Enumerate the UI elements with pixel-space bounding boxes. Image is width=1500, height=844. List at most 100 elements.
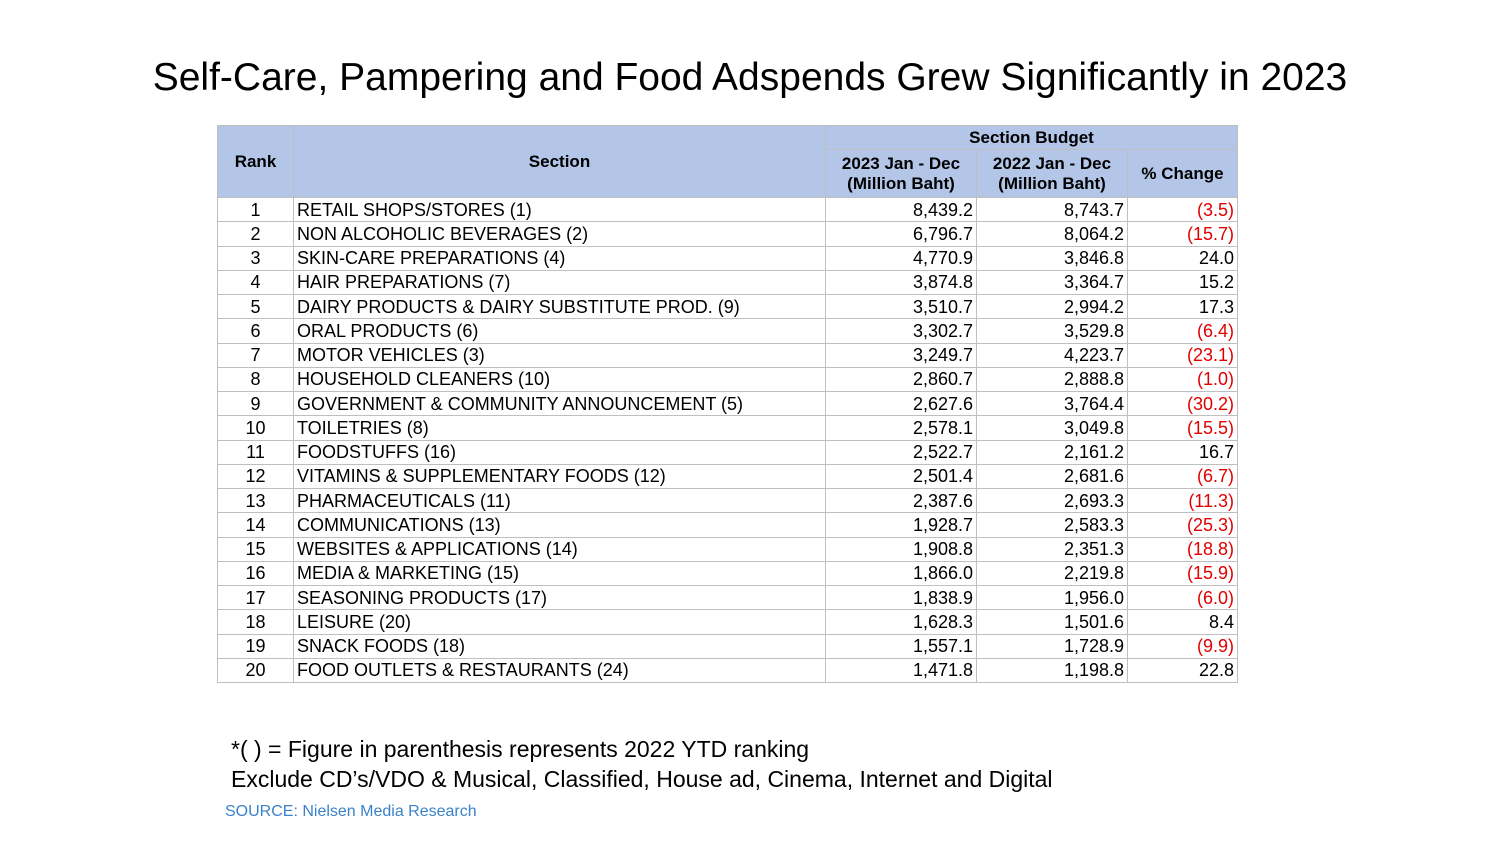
table-cell: SKIN-CARE PREPARATIONS (4) xyxy=(293,245,826,271)
table-cell: 3,249.7 xyxy=(825,342,977,368)
table-cell: 7 xyxy=(217,342,294,368)
header-line: 2022 Jan - Dec xyxy=(992,153,1112,173)
table-cell: 2,501.4 xyxy=(825,463,977,490)
table-cell: 12 xyxy=(217,463,294,490)
table-cell: 4,223.7 xyxy=(976,342,1128,368)
table-cell: 14 xyxy=(217,512,294,538)
table-cell: COMMUNICATIONS (13) xyxy=(293,512,826,538)
table-cell: 1,956.0 xyxy=(976,584,1128,611)
table-cell: TOILETRIES (8) xyxy=(293,415,826,441)
table-cell: 8 xyxy=(217,366,294,393)
table-cell: 2,387.6 xyxy=(825,487,977,514)
table-cell: 3 xyxy=(217,245,294,271)
table-cell: 8,439.2 xyxy=(825,196,977,223)
table-row: 19 SNACK FOODS (18) 1,557.1 1,728.9 (9.9) xyxy=(217,633,1238,659)
table-cell: MOTOR VEHICLES (3) xyxy=(293,342,826,368)
table-cell: 17.3 xyxy=(1127,293,1238,320)
table-row: 6 ORAL PRODUCTS (6) 3,302.7 3,529.8 (6.4) xyxy=(217,318,1238,344)
header-cell: Section xyxy=(293,125,826,198)
table-row: 12 VITAMINS & SUPPLEMENTARY FOODS (12) 2,5… xyxy=(217,463,1238,490)
table-cell: 3,510.7 xyxy=(825,293,977,320)
table-cell: MEDIA & MARKETING (15) xyxy=(293,560,826,587)
table-cell: (1.0) xyxy=(1127,366,1238,393)
table-cell: 2,161.2 xyxy=(976,439,1128,465)
table-cell: 9 xyxy=(217,390,294,417)
table-cell: (15.5) xyxy=(1127,415,1238,441)
table-body: 1 RETAIL SHOPS/STORES (1) 8,439.2 8,743.7 (3… xyxy=(217,196,1238,684)
table-cell: 16.7 xyxy=(1127,439,1238,465)
table-cell: 15 xyxy=(217,536,294,562)
table-cell: 3,874.8 xyxy=(825,269,977,296)
header-line: (Million Baht) xyxy=(998,173,1106,193)
table-row: 10 TOILETRIES (8) 2,578.1 3,049.8 (15.5) xyxy=(217,415,1238,441)
table-row: 20 FOOD OUTLETS & RESTAURANTS (24) 1,471.8… xyxy=(217,657,1238,684)
table-cell: ORAL PRODUCTS (6) xyxy=(293,318,826,344)
footnote: Exclude CD’s/VDO & Musical, Classified, … xyxy=(231,766,1053,792)
table-row: 3 SKIN-CARE PREPARATIONS (4) 4,770.9 3,846.… xyxy=(217,245,1238,271)
table-row: 5 DAIRY PRODUCTS & DAIRY SUBSTITUTE PROD.… xyxy=(217,293,1238,320)
table-cell: 1,866.0 xyxy=(825,560,977,587)
table-cell: (6.0) xyxy=(1127,584,1238,611)
table-cell: (25.3) xyxy=(1127,512,1238,538)
table-cell: 1,471.8 xyxy=(825,657,977,684)
table-cell: RETAIL SHOPS/STORES (1) xyxy=(293,196,826,223)
table-cell: 2,219.8 xyxy=(976,560,1128,587)
table-cell: SNACK FOODS (18) xyxy=(293,633,826,659)
table-cell: PHARMACEUTICALS (11) xyxy=(293,487,826,514)
table-cell: 4 xyxy=(217,269,294,296)
table-cell: 24.0 xyxy=(1127,245,1238,271)
table-cell: 2,994.2 xyxy=(976,293,1128,320)
table-cell: 16 xyxy=(217,560,294,587)
table-cell: (6.7) xyxy=(1127,463,1238,490)
table-cell: 19 xyxy=(217,633,294,659)
table-cell: 2,522.7 xyxy=(825,439,977,465)
table-cell: NON ALCOHOLIC BEVERAGES (2) xyxy=(293,221,826,247)
table-cell: 1,501.6 xyxy=(976,609,1128,635)
table-cell: 2,681.6 xyxy=(976,463,1128,490)
table-cell: 6,796.7 xyxy=(825,221,977,247)
table-cell: 1,628.3 xyxy=(825,609,977,635)
table-row: 7 MOTOR VEHICLES (3) 3,249.7 4,223.7 (23.1) xyxy=(217,342,1238,368)
table-cell: 1,728.9 xyxy=(976,633,1128,659)
table-cell: 15.2 xyxy=(1127,269,1238,296)
table-cell: 3,364.7 xyxy=(976,269,1128,296)
table-row: 16 MEDIA & MARKETING (15) 1,866.0 2,219.8 (1… xyxy=(217,560,1238,587)
table-cell: SEASONING PRODUCTS (17) xyxy=(293,584,826,611)
table-cell: (23.1) xyxy=(1127,342,1238,368)
table-cell: VITAMINS & SUPPLEMENTARY FOODS (12) xyxy=(293,463,826,490)
table-cell: HOUSEHOLD CLEANERS (10) xyxy=(293,366,826,393)
table-cell: 1,198.8 xyxy=(976,657,1128,684)
table-cell: (11.3) xyxy=(1127,487,1238,514)
table-row: 13 PHARMACEUTICALS (11) 2,387.6 2,693.3 (11.… xyxy=(217,487,1238,514)
table-cell: FOODSTUFFS (16) xyxy=(293,439,826,465)
table-cell: 3,764.4 xyxy=(976,390,1128,417)
table-cell: LEISURE (20) xyxy=(293,609,826,635)
table-row: 4 HAIR PREPARATIONS (7) 3,874.8 3,364.7 15.2 xyxy=(217,269,1238,296)
header-line: (Million Baht) xyxy=(847,173,955,193)
table-cell: 4,770.9 xyxy=(825,245,977,271)
footnote: *( ) = Figure in parenthesis represents … xyxy=(231,736,810,762)
table-cell: 1,928.7 xyxy=(825,512,977,538)
header-cell: 2023 Jan - Dec (Million Baht) xyxy=(825,149,977,198)
table-cell: 8.4 xyxy=(1127,609,1238,635)
table-cell: (6.4) xyxy=(1127,318,1238,344)
table-cell: 20 xyxy=(217,657,294,684)
table-cell: 2,578.1 xyxy=(825,415,977,441)
table-row: 9 GOVERNMENT & COMMUNITY ANNOUNCEMENT (5)… xyxy=(217,390,1238,417)
table-header: Rank Section Section Budget 2023 Jan - D… xyxy=(217,125,1238,198)
table-cell: 8,743.7 xyxy=(976,196,1128,223)
table-cell: 3,302.7 xyxy=(825,318,977,344)
table-cell: 3,846.8 xyxy=(976,245,1128,271)
table-cell: 2,583.3 xyxy=(976,512,1128,538)
table-cell: (18.8) xyxy=(1127,536,1238,562)
table-cell: 18 xyxy=(217,609,294,635)
table-cell: 2,627.6 xyxy=(825,390,977,417)
table-cell: 10 xyxy=(217,415,294,441)
table-cell: 1,557.1 xyxy=(825,633,977,659)
table-cell: 13 xyxy=(217,487,294,514)
slide-title: Self-Care, Pampering and Food Adspends G… xyxy=(152,56,1348,99)
table-cell: 2,860.7 xyxy=(825,366,977,393)
source: SOURCE: Nielsen Media Research xyxy=(225,803,477,820)
table-cell: (15.7) xyxy=(1127,221,1238,247)
